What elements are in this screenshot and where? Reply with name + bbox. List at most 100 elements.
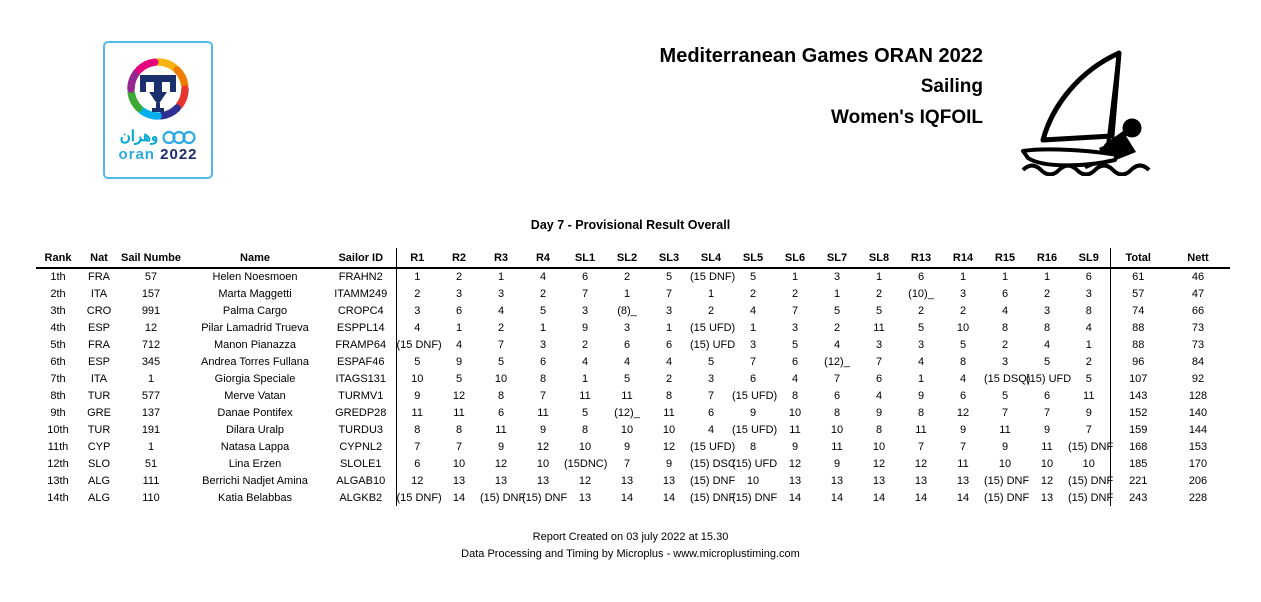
table-cell: 10 xyxy=(536,457,550,470)
table-cell: (15) DNF xyxy=(522,491,568,504)
table-cell: 14th xyxy=(47,491,69,504)
table-cell: Helen Noesmoen xyxy=(212,271,298,283)
table-cell: 11 xyxy=(537,406,549,419)
table-row: 13th ALG 111 Berrichi Nadjet Amina ALGAB10 12… xyxy=(36,472,1230,489)
table-cell: 5th xyxy=(50,338,66,351)
table-cell: 9 xyxy=(665,457,673,470)
timing-credit-text: Data Processing and Timing by Microplus … xyxy=(461,548,800,560)
table-cell: 12 xyxy=(536,440,550,453)
table-cell: 9 xyxy=(959,423,967,436)
column-header-sl6: SL6 xyxy=(774,248,816,269)
table-cell: 7 xyxy=(875,355,883,368)
table-cell: 1 xyxy=(665,321,673,334)
table-cell: 5 xyxy=(959,338,967,351)
table-cell: 14 xyxy=(452,491,466,504)
table-cell: 991 xyxy=(141,304,161,317)
table-cell: 153 xyxy=(1188,440,1208,453)
report-footer: Report Created on 03 july 2022 at 15.30 … xyxy=(0,529,1261,563)
table-cell: 1 xyxy=(1043,271,1051,283)
table-cell: (15 DNF) xyxy=(395,336,442,353)
table-cell: Katia Belabbas xyxy=(218,491,292,504)
table-cell: (15 UFD) xyxy=(732,423,778,436)
table-row: 4th ESP 12 Pilar Lamadrid Trueva ESPPL14 4 1 2 1… xyxy=(36,319,1230,336)
table-cell: ALGAB10 xyxy=(336,474,386,487)
table-cell: 6 xyxy=(875,372,883,385)
column-header-sailor-id: Sailor ID xyxy=(326,248,396,269)
table-cell: 1 xyxy=(875,271,883,283)
table-cell: 8 xyxy=(1001,321,1009,334)
table-cell: 88 xyxy=(1109,319,1166,336)
table-cell: 92 xyxy=(1191,372,1205,385)
table-cell: (8)_ xyxy=(617,304,637,317)
table-cell: Natasa Lappa xyxy=(220,440,290,453)
table-cell: FRAHN2 xyxy=(338,271,383,283)
table-cell: (15) DNF xyxy=(984,491,1030,504)
table-cell: 51 xyxy=(144,457,158,470)
table-cell: 3 xyxy=(959,287,967,300)
table-cell: 228 xyxy=(1188,491,1208,504)
table-cell: 107 xyxy=(1109,370,1166,387)
table-cell: 4 xyxy=(749,304,757,317)
table-cell: 5 xyxy=(875,304,883,317)
table-cell: 7 xyxy=(1085,423,1092,436)
table-cell: (15 DNF) xyxy=(395,489,442,506)
table-cell: (15) DNF xyxy=(984,474,1030,487)
table-cell: 6 xyxy=(833,389,841,402)
table-cell: 1 xyxy=(959,271,967,283)
table-cell: 1 xyxy=(395,268,438,285)
table-cell: 10 xyxy=(620,423,634,436)
table-cell: 14 xyxy=(620,491,634,504)
table-cell: 6 xyxy=(623,338,631,351)
table-cell: 7 xyxy=(1043,406,1051,419)
windsurfer-icon xyxy=(1021,50,1151,176)
table-cell: 4 xyxy=(959,372,967,385)
table-cell: 3 xyxy=(791,321,799,334)
table-cell: 12 xyxy=(395,472,438,489)
table-cell: 8 xyxy=(581,423,589,436)
table-cell: 191 xyxy=(141,423,161,436)
table-cell: 185 xyxy=(1109,455,1166,472)
table-cell: Manon Pianazza xyxy=(214,338,296,351)
table-cell: 13 xyxy=(830,474,844,487)
table-cell: ESP xyxy=(87,355,110,368)
table-cell: 73 xyxy=(1191,321,1205,334)
table-cell: 2 xyxy=(395,285,438,302)
column-header-nat: Nat xyxy=(80,248,118,269)
table-cell: 10 xyxy=(746,474,760,487)
table-cell: GRE xyxy=(87,406,111,419)
table-cell: 14 xyxy=(914,491,928,504)
table-cell: (15) DNF xyxy=(690,474,736,487)
table-cell: 8 xyxy=(833,406,841,419)
table-cell: 140 xyxy=(1188,406,1208,419)
table-cell: 4 xyxy=(833,338,841,351)
table-cell: 13 xyxy=(578,491,592,504)
table-cell: 10 xyxy=(872,440,886,453)
column-header-r16: R16 xyxy=(1026,248,1068,269)
report-headline: Mediterranean Games ORAN 2022 Sailing Wo… xyxy=(660,41,983,133)
table-cell: 13 xyxy=(956,474,970,487)
table-cell: 4th xyxy=(50,321,66,334)
column-header-sl3: SL3 xyxy=(648,248,690,269)
table-row: 9th GRE 137 Danae Pontifex GREDP28 11 11 6 11 5 (1… xyxy=(36,404,1230,421)
lion-emblem-icon xyxy=(140,75,176,112)
table-cell: CYPNL2 xyxy=(339,440,383,453)
table-cell: 8th xyxy=(50,389,66,402)
results-table: Rank Nat Sail Numbe Name Sailor ID R1 R2 R3 R4 SL… xyxy=(36,248,1230,506)
table-cell: 13 xyxy=(788,474,802,487)
table-row: 8th TUR 577 Merve Vatan TURMV1 9 12 8 7 11 11 8 7 (15… xyxy=(36,387,1230,404)
table-cell: 4 xyxy=(875,389,883,402)
table-cell: 5 xyxy=(539,304,547,317)
table-cell: 13 xyxy=(494,474,508,487)
table-cell: 5 xyxy=(707,355,715,368)
column-header-r13: R13 xyxy=(900,248,942,269)
table-cell: 2 xyxy=(1085,355,1092,368)
table-cell: 8 xyxy=(539,372,547,385)
table-cell: 12 xyxy=(1040,474,1054,487)
table-cell: 7 xyxy=(455,440,463,453)
table-cell: (15 UFD) xyxy=(732,389,778,402)
table-cell: 14 xyxy=(872,491,886,504)
column-header-r4: R4 xyxy=(522,248,564,269)
table-cell: 2 xyxy=(581,338,589,351)
table-cell: 1 xyxy=(455,321,463,334)
table-cell: 10 xyxy=(788,406,802,419)
